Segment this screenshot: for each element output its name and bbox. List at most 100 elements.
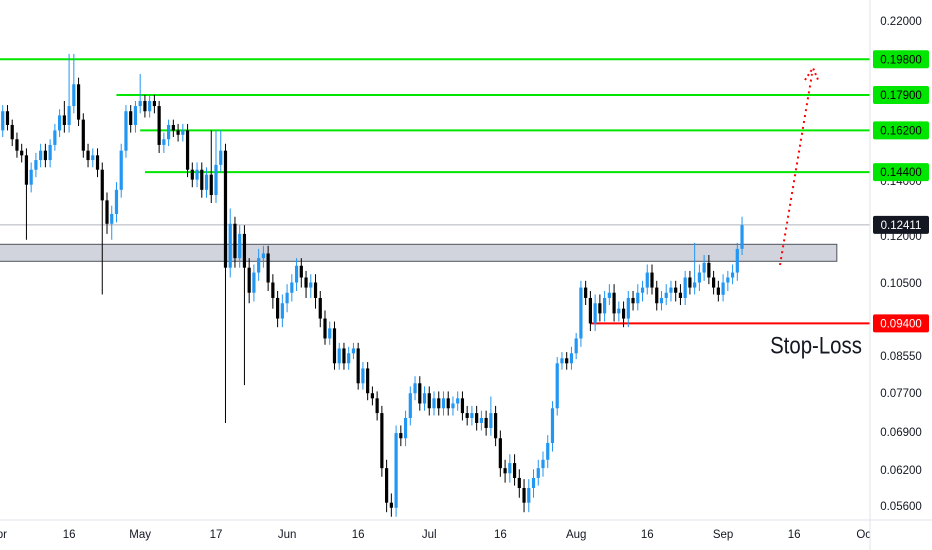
candle-body <box>323 318 327 339</box>
candle-body <box>91 155 95 161</box>
level-label: 0.19800 <box>880 54 922 66</box>
candle-body <box>152 101 156 107</box>
candle-body <box>309 282 313 288</box>
candle-body <box>347 353 351 364</box>
candle-body <box>356 348 360 384</box>
candle-body <box>276 297 280 319</box>
candle-body <box>456 398 460 404</box>
candle-body <box>76 84 81 120</box>
candle-body <box>498 438 502 469</box>
x-tick-label: 16 <box>788 529 801 541</box>
candle-body <box>209 174 213 196</box>
candle-body <box>124 111 128 151</box>
candle-body <box>15 139 19 151</box>
candle-body <box>716 287 720 295</box>
candle-body <box>39 150 43 161</box>
candle-body <box>465 413 469 418</box>
candle-body <box>266 253 270 283</box>
candle-body <box>740 225 744 249</box>
candle-body <box>53 130 57 145</box>
candle-body <box>318 297 322 319</box>
candle-body <box>105 200 109 224</box>
candle-body <box>95 155 100 170</box>
candle-body <box>446 398 450 409</box>
candle-body <box>427 393 431 409</box>
candle-body <box>730 272 735 278</box>
candle-body <box>394 433 398 508</box>
candle-body <box>399 433 403 439</box>
candle-body <box>48 144 52 161</box>
candle-body <box>200 169 204 190</box>
candle-body <box>10 124 14 140</box>
candle-body <box>185 130 190 170</box>
candle-body <box>43 150 47 161</box>
candle-body <box>413 383 417 394</box>
candle-body <box>380 413 384 469</box>
candle-body <box>664 292 668 298</box>
x-tick-label: Oct <box>856 529 875 541</box>
candle-body <box>337 348 341 364</box>
candle-body <box>659 297 664 304</box>
candle-body <box>110 213 114 224</box>
candle-body <box>252 272 256 293</box>
arrow <box>779 73 813 266</box>
y-tick-label: 0.06200 <box>880 465 922 477</box>
candle-body <box>1 111 5 131</box>
candle-body <box>598 303 602 314</box>
candle-body <box>479 417 483 423</box>
annotation: Stop-Loss <box>770 332 862 359</box>
candle-body <box>176 130 180 135</box>
x-tick-label: Sep <box>713 529 733 541</box>
candle-body <box>119 150 123 190</box>
level-label: 0.17900 <box>880 90 922 102</box>
candle-body <box>621 308 626 319</box>
candle-body <box>62 115 66 125</box>
current-price-label: 0.12411 <box>881 220 922 232</box>
candle-body <box>389 502 393 508</box>
level-box <box>873 163 929 182</box>
y-tick-label: 0.08550 <box>880 351 922 363</box>
candle-body <box>489 413 493 428</box>
candle-body <box>650 272 654 288</box>
candle-body <box>280 303 284 319</box>
candle-body <box>512 463 517 478</box>
candle-body <box>29 169 33 185</box>
candle-body <box>375 398 379 414</box>
candle-body <box>460 398 465 414</box>
y-tick-label: 0.10500 <box>880 278 922 290</box>
candle-body <box>285 292 289 304</box>
candle-body <box>422 393 427 404</box>
candle-body <box>223 150 228 268</box>
candle-body <box>190 169 194 180</box>
candle-body <box>626 297 630 319</box>
candle-body <box>247 267 251 293</box>
candle-body <box>555 363 559 409</box>
candle-body <box>636 292 640 304</box>
level-label: 0.09400 <box>880 318 922 330</box>
candle-body <box>361 368 365 384</box>
candle-body <box>517 477 521 488</box>
candle-body <box>257 258 261 273</box>
candle-body <box>418 383 422 404</box>
candle-body <box>669 287 673 293</box>
candle-body <box>233 223 237 259</box>
candle-body <box>313 282 318 298</box>
candle-body <box>162 139 166 145</box>
candle-body <box>370 393 374 399</box>
candle-body <box>678 292 683 298</box>
candle-body <box>34 160 38 170</box>
candle-body <box>712 277 716 288</box>
candle-body <box>640 287 645 293</box>
candle-body <box>129 111 133 125</box>
candle-body <box>167 124 171 140</box>
x-tick-label: May <box>129 529 151 541</box>
candle-body <box>5 111 10 125</box>
candle-body <box>508 463 512 474</box>
candle-body <box>707 262 711 278</box>
x-tick-label: 17 <box>210 529 223 541</box>
candle-body <box>560 358 564 364</box>
candle-body <box>294 265 299 283</box>
candle-body <box>697 272 701 283</box>
candle-body <box>569 353 574 364</box>
